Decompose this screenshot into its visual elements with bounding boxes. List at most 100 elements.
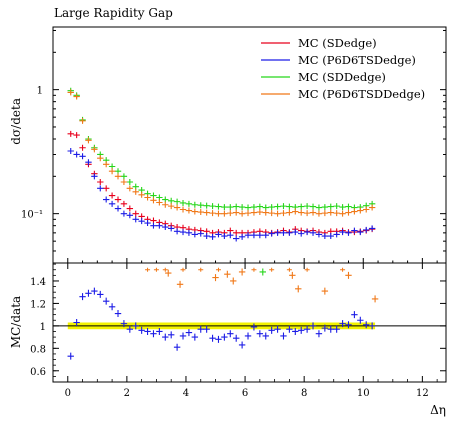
series-mc-p6d6tsdedge: [67, 148, 376, 242]
data-point: [274, 203, 281, 210]
ratio-point: [339, 320, 346, 328]
ratio-point: [162, 333, 169, 341]
ratio-point: [79, 293, 86, 301]
data-point: [233, 235, 240, 242]
data-point: [203, 233, 210, 240]
data-point: [185, 207, 193, 214]
ratio-point: [298, 326, 305, 334]
data-point: [298, 230, 305, 237]
data-point: [244, 232, 252, 239]
data-point: [138, 191, 145, 198]
ratio-y-ticks: 0.6 0.8 1 1.2 1.4: [30, 263, 446, 378]
ratio-edge-marker: [145, 267, 151, 272]
data-point: [97, 178, 104, 185]
data-point: [79, 144, 86, 151]
legend-item-mc-p6d6tsddedge: MC (P6D6TSDDedge): [261, 87, 425, 101]
data-point: [185, 200, 193, 207]
data-point: [368, 225, 376, 232]
ratio-x-tick-label: 4: [183, 388, 189, 399]
data-point: [209, 210, 216, 217]
data-point: [250, 232, 258, 239]
data-point: [126, 205, 134, 212]
data-point: [120, 210, 128, 217]
ratio-point: [280, 332, 287, 340]
ratio-point: [185, 329, 193, 337]
data-point: [215, 210, 222, 217]
data-point: [244, 204, 252, 211]
data-point: [132, 188, 139, 195]
data-point: [221, 204, 228, 211]
ratio-point: [321, 287, 329, 295]
data-point: [303, 210, 311, 217]
series-mc-sddedge: [67, 87, 376, 211]
ratio-y-tick-label: 0.6: [30, 367, 46, 378]
legend-item-mc-p6d6tsdedge: MC (P6D6TSDedge): [261, 53, 416, 67]
data-point: [102, 161, 110, 168]
data-point: [333, 210, 340, 217]
data-point: [327, 203, 334, 210]
ratio-point: [91, 287, 98, 295]
data-point: [126, 212, 134, 219]
data-point: [262, 209, 269, 216]
ratio-point: [221, 333, 228, 341]
data-point: [126, 178, 134, 185]
data-point: [309, 209, 317, 216]
ratio-point: [274, 325, 281, 333]
data-point: [209, 233, 216, 240]
data-point: [197, 202, 204, 209]
data-point: [150, 197, 157, 204]
data-point: [351, 227, 358, 234]
ratio-x-tick-label: 8: [301, 388, 307, 399]
ratio-point: [215, 335, 222, 343]
data-point: [221, 233, 228, 240]
legend-label: MC (SDedge): [298, 36, 377, 50]
ratio-y-tick-label: 0.8: [30, 344, 46, 355]
data-point: [298, 203, 305, 210]
data-point: [108, 168, 116, 175]
legend-item-mc-sdedge: MC (SDedge): [261, 36, 377, 50]
data-point: [221, 210, 228, 217]
ratio-point: [268, 326, 275, 334]
data-point: [256, 203, 264, 210]
data-point: [268, 230, 275, 237]
ratio-edge-marker: [215, 267, 221, 272]
data-point: [156, 199, 163, 206]
ratio-point: [327, 325, 334, 333]
ratio-x-tick-label: 10: [357, 388, 370, 399]
ratio-edge-marker: [162, 267, 168, 272]
ratio-point: [333, 325, 340, 333]
data-point: [227, 204, 234, 211]
data-point: [209, 203, 216, 210]
data-point: [79, 153, 86, 160]
data-point: [303, 229, 311, 236]
data-point: [167, 225, 175, 232]
ratio-point: [233, 334, 240, 342]
data-point: [262, 204, 269, 211]
data-point: [114, 205, 122, 212]
ratio-point: [97, 290, 104, 298]
data-point: [126, 185, 134, 192]
ratio-point: [102, 297, 110, 305]
ratio-point: [309, 322, 317, 330]
ratio-edge-marker: [251, 267, 257, 272]
data-point: [238, 210, 246, 217]
data-point: [274, 210, 281, 217]
data-point: [114, 168, 122, 175]
data-point: [244, 210, 252, 217]
data-point: [286, 229, 293, 236]
data-point: [191, 231, 199, 238]
ratio-x-ticks: 0 2 4 6 8 10 12: [52, 263, 438, 399]
ratio-y-tick-label: 1.4: [30, 277, 46, 288]
ratio-point: [203, 325, 210, 333]
data-point: [268, 210, 275, 217]
data-point: [108, 192, 116, 199]
ratio-point: [197, 325, 204, 333]
data-point: [108, 200, 116, 207]
data-point: [238, 204, 246, 211]
ratio-point: [167, 331, 175, 339]
ratio-point: [289, 271, 296, 279]
ratio-point: [126, 325, 134, 333]
ratio-point: [165, 269, 172, 277]
data-point: [333, 231, 340, 238]
